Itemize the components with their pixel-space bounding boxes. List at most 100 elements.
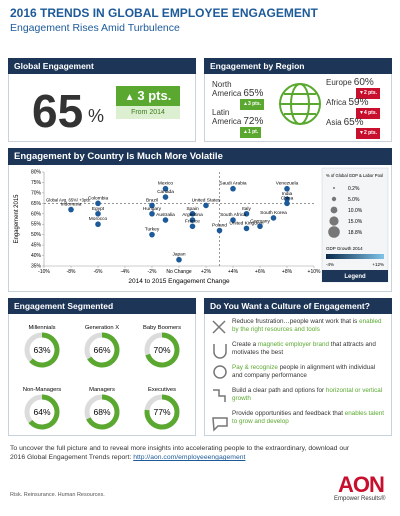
region-change: 2 pts. <box>356 88 381 99</box>
scatter-chart: 35% 40% 45% 50% 55% 60% 65% 70% 75% 80% -10% -8% -6%… <box>14 167 389 285</box>
region-change: 1 pt. <box>240 127 262 138</box>
y-tick-label: 45% <box>31 243 42 249</box>
legend-gradient <box>326 254 384 259</box>
culture-item: Provide opportunities and feedback that … <box>232 410 387 426</box>
point <box>284 196 290 202</box>
point <box>149 202 155 209</box>
region-value: 60% <box>353 77 374 88</box>
legend-size <box>329 216 339 226</box>
section-heading: Do You Want a Culture of Engagement? <box>204 298 392 314</box>
since: From 2014 <box>116 106 180 119</box>
category-label: Baby Boomers <box>143 325 181 331</box>
point <box>189 210 196 217</box>
legend-label-bar <box>322 270 388 282</box>
point-label: Morocco <box>89 216 108 222</box>
change-badge: ▲ 3 pts. <box>116 86 180 106</box>
unit: % <box>88 106 105 126</box>
category-label: Millennials <box>28 325 55 331</box>
point <box>284 185 290 192</box>
highlight: enabled by the right resources and tools <box>232 318 382 333</box>
point-label: Venezuela <box>276 181 299 187</box>
text: Create a <box>232 341 258 348</box>
x-tick-label: -8% <box>67 269 76 275</box>
point-label: Brazil <box>146 197 158 203</box>
category-label: Non-Managers <box>23 387 61 393</box>
highlight: horizontal or vertical growth <box>232 387 383 402</box>
point-label: Germany <box>250 218 270 224</box>
value-label: 63% <box>33 345 50 355</box>
cta: To uncover the full picture and to revea… <box>10 445 350 461</box>
legend-size-label: 5.0% <box>348 197 360 203</box>
donut-arc <box>29 332 60 368</box>
region-change: 3 pts. <box>240 99 265 110</box>
x-tick-label: -10% <box>38 269 50 275</box>
point-label: Japan <box>172 252 185 258</box>
legend-size <box>333 187 335 189</box>
section-heading: Engagement by Region <box>204 58 392 74</box>
legend-size <box>328 226 340 238</box>
region-value: 59% <box>348 97 369 108</box>
value-label: 68% <box>93 407 110 417</box>
y-tick-label: 40% <box>31 253 42 259</box>
x-tick-label: No Change <box>166 269 192 275</box>
arrow: ▲ <box>124 92 138 103</box>
point <box>189 223 196 230</box>
donut-arc <box>144 394 180 430</box>
point-label: China <box>281 195 294 201</box>
point-label: Argentina <box>182 212 203 218</box>
point-label: South Korea <box>260 210 287 216</box>
title: 2016 TRENDS IN GLOBAL EMPLOYEE ENGAGEMEN… <box>10 6 318 20</box>
donut-arc <box>87 332 120 368</box>
point <box>149 231 155 238</box>
region-value: 65% <box>343 117 364 128</box>
category-label: Generation X <box>85 325 119 331</box>
point <box>203 202 209 209</box>
link[interactable]: http://aon.com/employeeengagement <box>133 454 246 461</box>
region-value: 72% <box>243 116 264 127</box>
legend-gdp-min: -4% <box>326 262 334 267</box>
value-label: 77% <box>153 407 170 417</box>
text: Build a clear path and options for <box>232 387 326 394</box>
point-label: United Kingdom <box>229 220 263 226</box>
point-label: Australia <box>156 212 175 218</box>
icons <box>212 320 228 432</box>
region-change: 4 pts. <box>356 108 381 119</box>
legend-label: Legend <box>344 274 366 280</box>
legend-title: % of Global GDP & Labor Pool <box>326 173 383 178</box>
culture-item: Build a clear path and options for horiz… <box>232 387 387 403</box>
point <box>257 223 263 230</box>
point <box>162 185 169 192</box>
donut-arc <box>86 394 120 430</box>
change: 3 pts. <box>137 88 172 103</box>
y-tick-label: 55% <box>31 222 42 228</box>
x-tick-label: +2% <box>201 269 212 275</box>
x-tick-label: +10% <box>308 269 321 275</box>
reference-label: Global Avg. 65%/ +3pts. <box>46 197 91 202</box>
point-label: Indonesia <box>61 202 82 208</box>
x-tick-label: +4% <box>228 269 239 275</box>
point-label: Turkey <box>145 227 160 233</box>
logo: AON <box>338 472 385 497</box>
point <box>216 227 223 234</box>
point-label: India <box>282 191 293 197</box>
x-tick-label: -6% <box>94 269 103 275</box>
highlight: magnetic employer brand <box>257 341 329 348</box>
point <box>230 217 236 223</box>
legend-size-label: 15.0% <box>348 219 363 225</box>
highlight: Pay & recognize <box>232 364 278 371</box>
y-tick-label: 65% <box>31 201 42 207</box>
x-tick-label: +8% <box>282 269 293 275</box>
culture-item: Pay & recognize people in alignment with… <box>232 364 387 380</box>
point <box>68 206 74 213</box>
point <box>189 217 196 223</box>
point-label: United States <box>192 197 221 203</box>
globe-icon <box>279 83 321 125</box>
legend-size-label: 10.0% <box>348 208 363 214</box>
point <box>176 256 182 263</box>
point-label: South Africa <box>220 212 246 218</box>
x-tick-label: +6% <box>255 269 266 275</box>
value-label: 66% <box>93 345 110 355</box>
